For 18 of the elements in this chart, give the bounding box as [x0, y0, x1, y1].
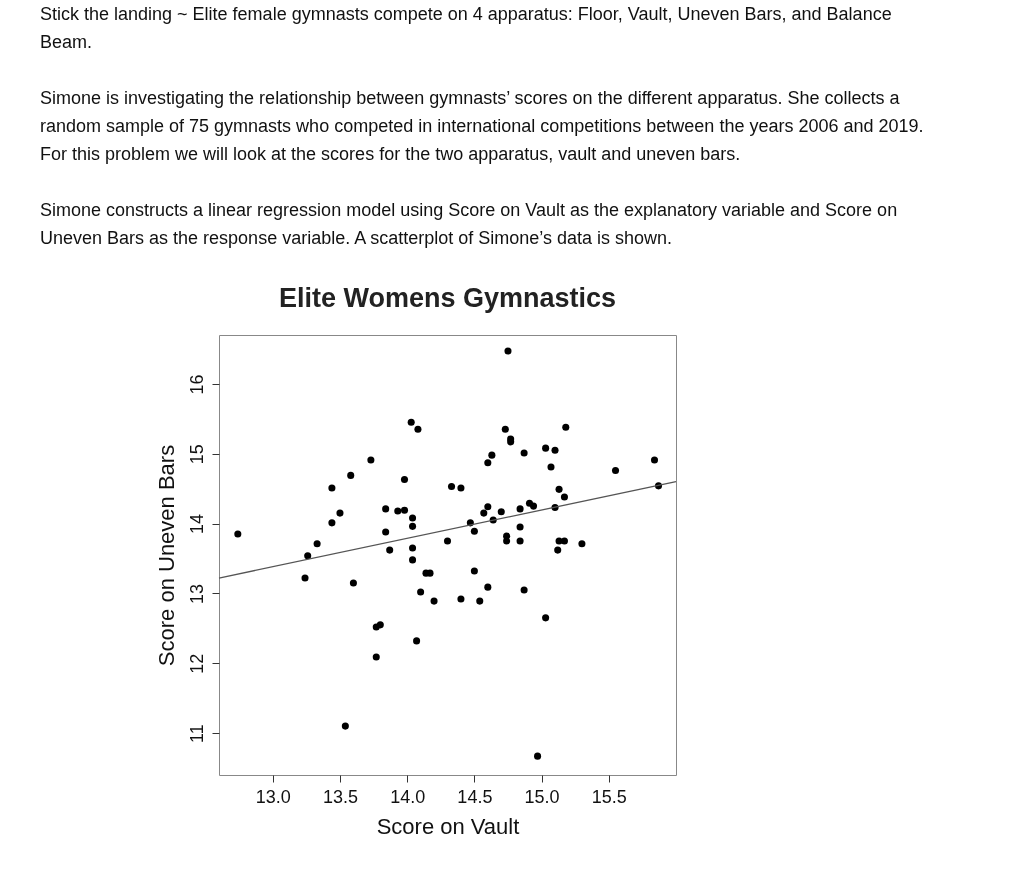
x-tick-label: 15.5 — [591, 786, 627, 807]
x-tick-label: 14.0 — [390, 786, 426, 807]
x-tick-label: 15.0 — [524, 786, 560, 807]
y-tick-label: 11 — [186, 724, 207, 743]
y-tick-label: 12 — [186, 653, 207, 674]
text: Stick the landing ~ Elite female gymnasts compete on 4 apparatus: Floor, Vault, Uneven Bars, and Balance Beam. — [40, 3, 893, 54]
chart-title: Elite Womens Gymnastics — [278, 283, 617, 313]
text: Simone constructs a linear regression model using Score on Vault as the explanatory variable and Score on Uneven Bars as the response variable. A scatterplot of Simone’s data is shown. — [40, 199, 899, 250]
y-tick-label: 16 — [186, 374, 207, 395]
y-axis-title: Score on Uneven Bars — [153, 444, 179, 667]
x-axis-title: Score on Vault — [376, 813, 520, 839]
y-tick-label: 13 — [186, 583, 207, 604]
y-tick-label: 15 — [186, 444, 207, 465]
text: Simone is investigating the relationship between gymnasts’ scores on the different apparatus. She collects a random sample of 75 gymnasts who competed in international competitions between the years 2006 and 2019. For this problem we will look at the scores for the two apparatus, vault and uneven bars. — [40, 87, 925, 166]
y-tick-label: 14 — [186, 514, 207, 535]
x-tick-label: 13.5 — [322, 786, 358, 807]
x-tick-label: 14.5 — [457, 786, 493, 807]
x-tick-label: 13.0 — [255, 786, 291, 807]
